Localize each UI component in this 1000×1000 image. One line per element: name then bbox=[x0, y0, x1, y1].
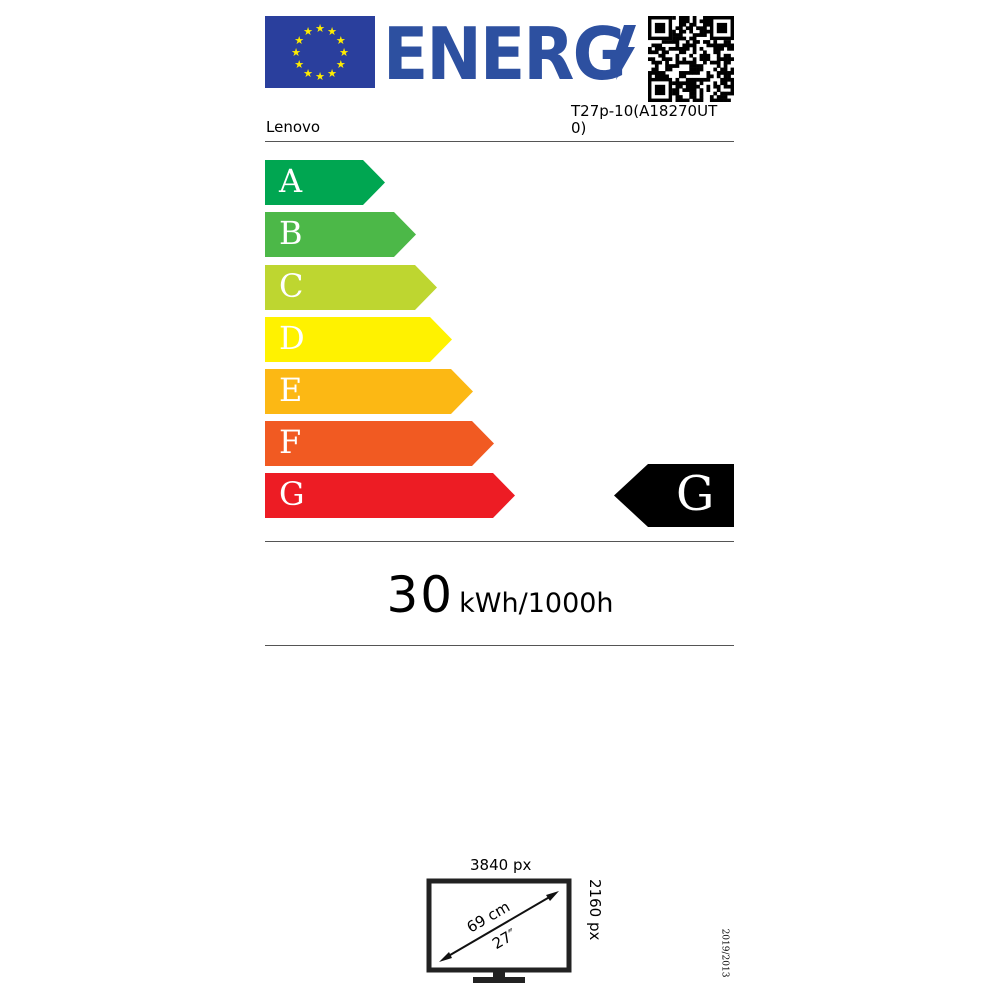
resolution-height: 2160 px bbox=[586, 879, 604, 941]
eu-flag-logo: ★ ★ ★ ★ ★ ★ ★ ★ ★ ★ ★ ★ bbox=[265, 16, 375, 88]
energy-class-label: F bbox=[279, 423, 302, 461]
brand-name: Lenovo bbox=[266, 118, 321, 136]
svg-text:★: ★ bbox=[294, 58, 304, 71]
energy-class-bar-G: G bbox=[265, 473, 515, 518]
energy-class-bar-C: C bbox=[265, 265, 437, 310]
svg-text:★: ★ bbox=[291, 46, 301, 59]
energy-consumption: 30 kWh/1000h bbox=[0, 566, 1000, 624]
energy-class-label: D bbox=[279, 319, 305, 357]
regulation-number: 2019/2013 bbox=[719, 928, 730, 978]
divider bbox=[265, 141, 734, 142]
energy-class-bar-E: E bbox=[265, 369, 473, 414]
svg-text:★: ★ bbox=[327, 67, 337, 80]
resolution-width: 3840 px bbox=[470, 856, 532, 874]
consumption-unit: kWh/1000h bbox=[459, 588, 614, 619]
energy-class-bar-A: A bbox=[265, 160, 385, 205]
svg-text:★: ★ bbox=[303, 25, 313, 38]
divider bbox=[265, 645, 734, 646]
svg-text:★: ★ bbox=[303, 67, 313, 80]
energy-class-label: B bbox=[279, 214, 303, 252]
model-id: T27p-10(A18270UT 0) bbox=[571, 103, 717, 137]
energy-class-label: C bbox=[279, 267, 304, 305]
svg-text:★: ★ bbox=[339, 46, 349, 59]
consumption-value: 30 bbox=[386, 566, 455, 624]
svg-text:★: ★ bbox=[294, 34, 304, 47]
energy-class-bar-D: D bbox=[265, 317, 452, 362]
rating-indicator: G bbox=[614, 464, 734, 527]
svg-text:★: ★ bbox=[315, 22, 325, 35]
energy-class-bar-B: B bbox=[265, 212, 416, 257]
energy-logo-text: ENERG bbox=[383, 12, 627, 96]
lightning-icon bbox=[614, 25, 636, 80]
energy-class-bar-F: F bbox=[265, 421, 494, 466]
svg-text:★: ★ bbox=[336, 58, 346, 71]
energy-logo: ENERG bbox=[383, 12, 646, 96]
model-id-line2: 0) bbox=[571, 119, 587, 137]
rating-letter: G bbox=[676, 466, 715, 522]
svg-text:★: ★ bbox=[336, 34, 346, 47]
svg-text:★: ★ bbox=[315, 70, 325, 83]
energy-class-label: G bbox=[279, 475, 305, 513]
energy-class-label: E bbox=[279, 371, 303, 409]
energy-class-label: A bbox=[279, 162, 303, 200]
svg-text:★: ★ bbox=[327, 25, 337, 38]
model-id-line1: T27p-10(A18270UT bbox=[571, 102, 718, 120]
divider bbox=[265, 541, 734, 542]
qr-code[interactable] bbox=[648, 16, 734, 102]
screen-icon bbox=[426, 878, 572, 983]
